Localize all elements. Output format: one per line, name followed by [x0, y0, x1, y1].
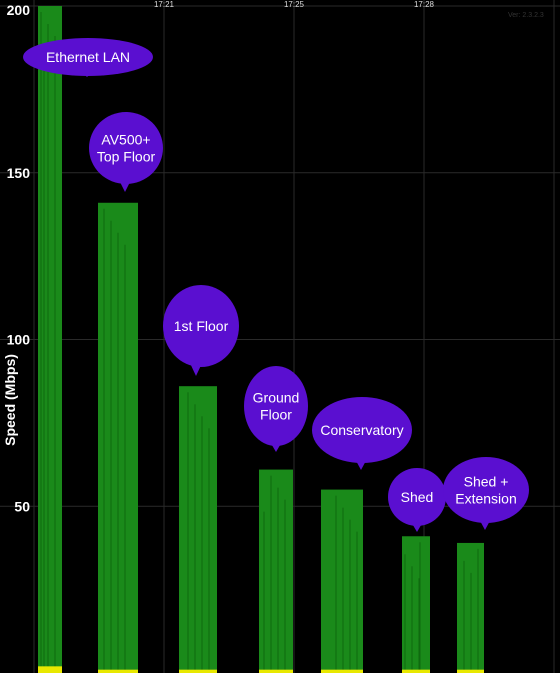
speed-bar [179, 386, 217, 673]
callout-label: Conservatory [320, 422, 403, 438]
callout-ellipse [163, 285, 239, 367]
callout-ellipse [244, 366, 308, 446]
upload-bar [402, 669, 430, 673]
y-tick-label: 200 [7, 2, 31, 18]
callout-bubble: AV500+Top Floor [89, 112, 163, 192]
callout-label: Ethernet LAN [46, 49, 130, 65]
upload-bar [98, 669, 138, 673]
callout-label: AV500+ [101, 132, 150, 148]
callout-ellipse [388, 468, 446, 526]
bars [38, 6, 484, 673]
callouts: Ethernet LAN AV500+Top Floor 1st Floor Grou… [23, 38, 529, 532]
callout-bubble: Shed +Extension [443, 457, 529, 530]
y-ticks: 50 100 150 200 [7, 2, 31, 514]
time-label: 17:28 [414, 0, 435, 9]
upload-bar [321, 669, 363, 673]
callout-ellipse [89, 112, 163, 184]
upload-bar [457, 669, 484, 673]
upload-bar [259, 669, 293, 673]
upload-bars [38, 666, 484, 673]
y-tick-label: 50 [14, 498, 30, 514]
callout-ellipse [443, 457, 529, 523]
version-label: Ver: 2.3.2.3 [508, 12, 544, 19]
callout-label: 1st Floor [174, 318, 229, 334]
callout-bubble: Shed [388, 468, 446, 532]
callout-bubble: Conservatory [312, 397, 412, 470]
speed-bar [321, 489, 363, 673]
callout-bubble: 1st Floor [163, 285, 239, 376]
callout-label: Floor [260, 407, 292, 423]
callout-ellipse [23, 38, 153, 76]
callout-label: Extension [455, 491, 516, 507]
time-labels: 17:21 17:25 17:28 [154, 0, 435, 9]
y-axis-label: Speed (Mbps) [2, 354, 18, 446]
callout-label: Shed + [464, 474, 509, 490]
callout-bubble: Ethernet LAN [23, 38, 153, 77]
speed-bar [259, 469, 293, 673]
speed-bar [402, 536, 430, 673]
time-label: 17:25 [284, 0, 305, 9]
callout-label: Top Floor [97, 149, 156, 165]
speed-bar [38, 6, 62, 673]
time-label: 17:21 [154, 0, 175, 9]
callout-label: Shed [401, 489, 434, 505]
upload-bar [38, 666, 62, 673]
y-tick-label: 150 [7, 165, 31, 181]
y-tick-label: 100 [7, 332, 31, 348]
upload-bar [179, 669, 217, 673]
callout-label: Ground [253, 390, 300, 406]
callout-ellipse [312, 397, 412, 463]
